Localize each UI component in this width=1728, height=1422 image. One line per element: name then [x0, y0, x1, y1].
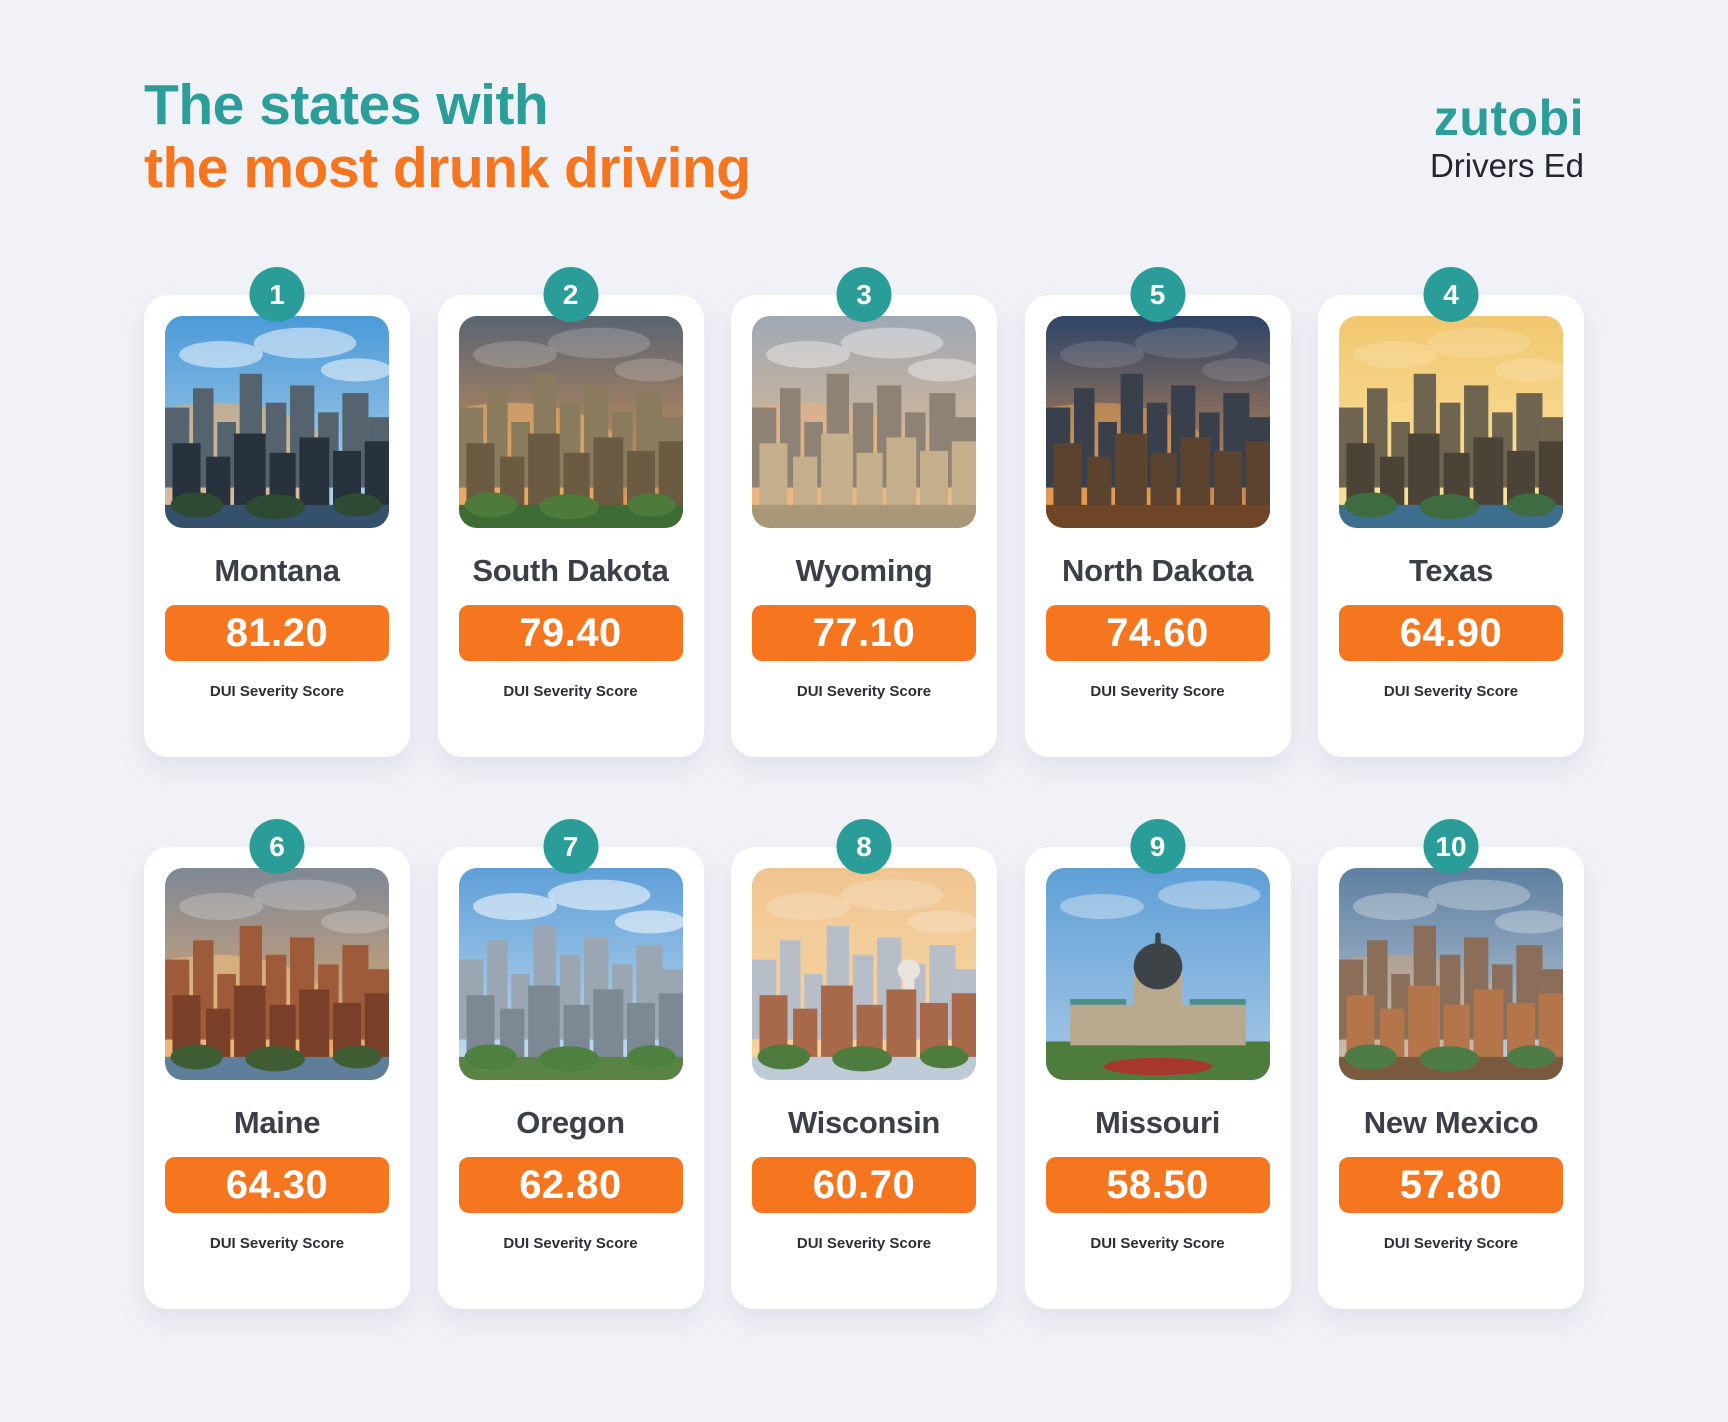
logo-subtitle-text: Drivers Ed — [1429, 147, 1584, 184]
score-value: 60.70 — [812, 1162, 916, 1207]
score-box: 81.20 — [165, 605, 389, 662]
state-card: 6 Maine 64.30 DUI Severity Score — [144, 819, 410, 1310]
page-title: The states with the most drunk driving — [144, 74, 751, 199]
city-photo — [458, 316, 683, 529]
rank-badge: 4 — [1423, 267, 1479, 323]
city-photo — [1045, 868, 1270, 1081]
city-photo — [1339, 316, 1563, 529]
zutobi-logo: zutobi Drivers Ed — [1430, 74, 1584, 185]
score-label: DUI Severity Score — [1090, 1235, 1225, 1253]
state-name: Maine — [233, 1105, 321, 1141]
city-photo — [752, 316, 976, 529]
score-value: 81.20 — [225, 610, 329, 655]
rank-badge: 3 — [836, 267, 892, 323]
score-label: DUI Severity Score — [209, 683, 345, 701]
rank-badge: 2 — [543, 267, 598, 323]
score-box: 79.40 — [458, 605, 683, 662]
state-name: Wisconsin — [787, 1105, 941, 1141]
title-line-1: The states with — [144, 73, 549, 137]
rank-number: 6 — [269, 830, 285, 862]
rank-number: 10 — [1435, 830, 1467, 862]
rank-badge: 6 — [249, 819, 305, 875]
city-photo — [1045, 316, 1270, 529]
header: The states with the most drunk driving z… — [0, 0, 1728, 199]
score-box: 64.90 — [1339, 605, 1563, 662]
state-name: New Mexico — [1363, 1105, 1539, 1141]
state-card: 8 Wisconsin 60.70 DUI Severity Score — [731, 819, 997, 1310]
score-label: DUI Severity Score — [503, 683, 638, 701]
score-label: DUI Severity Score — [796, 683, 932, 701]
city-photo — [165, 868, 389, 1081]
rank-number: 3 — [856, 278, 872, 310]
state-name: Oregon — [516, 1105, 625, 1141]
title-line-2: the most drunk driving — [144, 135, 751, 200]
rank-badge: 1 — [249, 267, 305, 323]
city-photo — [1339, 868, 1563, 1081]
score-value: 64.90 — [1399, 610, 1503, 655]
state-name: Missouri — [1094, 1105, 1221, 1141]
score-label: DUI Severity Score — [1383, 683, 1519, 701]
score-value: 74.60 — [1106, 610, 1209, 655]
state-card: 1 Montana 81.20 DUI Severity Score — [144, 267, 410, 758]
score-box: 57.80 — [1339, 1157, 1563, 1214]
state-name: Texas — [1408, 553, 1494, 589]
rank-number: 8 — [856, 830, 872, 862]
city-photo — [165, 316, 389, 529]
score-value: 64.30 — [225, 1162, 329, 1207]
state-cards-row-2: 6 Maine 64.30 DUI Severity Score 7 Orego… — [144, 819, 1584, 1310]
score-value: 57.80 — [1399, 1162, 1503, 1207]
rank-badge: 7 — [543, 819, 598, 875]
score-box: 58.50 — [1045, 1157, 1270, 1214]
rank-number: 9 — [1149, 830, 1166, 862]
score-value: 77.10 — [812, 610, 916, 655]
score-label: DUI Severity Score — [503, 1235, 638, 1253]
score-label: DUI Severity Score — [1090, 683, 1225, 701]
state-card: 3 Wyoming 77.10 DUI Severity Score — [731, 267, 997, 758]
state-card: 2 South Dakota 79.40 DUI Severity Score — [437, 267, 704, 758]
rank-number: 1 — [269, 278, 285, 310]
score-box: 62.80 — [458, 1157, 683, 1214]
rank-number: 4 — [1443, 278, 1459, 310]
rank-badge: 9 — [1130, 819, 1185, 875]
state-card: 5 North Dakota 74.60 DUI Severity Score — [1024, 267, 1291, 758]
state-name: North Dakota — [1061, 553, 1254, 589]
score-label: DUI Severity Score — [796, 1235, 932, 1253]
state-name: South Dakota — [472, 553, 669, 589]
state-card: 4 Texas 64.90 DUI Severity Score — [1318, 267, 1584, 758]
state-cards-row-1: 1 Montana 81.20 DUI Severity Score 2 Sou… — [144, 267, 1584, 758]
logo-brand-text: zutobi — [1433, 90, 1584, 146]
score-box: 74.60 — [1045, 605, 1270, 662]
score-value: 58.50 — [1106, 1162, 1209, 1207]
rank-badge: 8 — [836, 819, 892, 875]
city-photo — [458, 868, 683, 1081]
city-photo — [752, 868, 976, 1081]
rank-number: 7 — [562, 830, 579, 862]
score-box: 77.10 — [752, 605, 976, 662]
rank-number: 2 — [562, 278, 579, 310]
state-name: Wyoming — [795, 553, 933, 589]
rank-badge: 10 — [1423, 819, 1479, 875]
state-card: 9 Missouri 58.50 DUI Severity Score — [1024, 819, 1291, 1310]
score-box: 60.70 — [752, 1157, 976, 1214]
rank-badge: 5 — [1130, 267, 1185, 323]
score-box: 64.30 — [165, 1157, 389, 1214]
state-name: Montana — [214, 553, 340, 589]
score-label: DUI Severity Score — [209, 1235, 345, 1253]
state-card: 10 New Mexico 57.80 DUI Severity Score — [1318, 819, 1584, 1310]
rank-number: 5 — [1149, 278, 1166, 310]
score-value: 62.80 — [519, 1162, 622, 1207]
state-card: 7 Oregon 62.80 DUI Severity Score — [437, 819, 704, 1310]
score-label: DUI Severity Score — [1383, 1235, 1519, 1253]
score-value: 79.40 — [519, 610, 622, 655]
